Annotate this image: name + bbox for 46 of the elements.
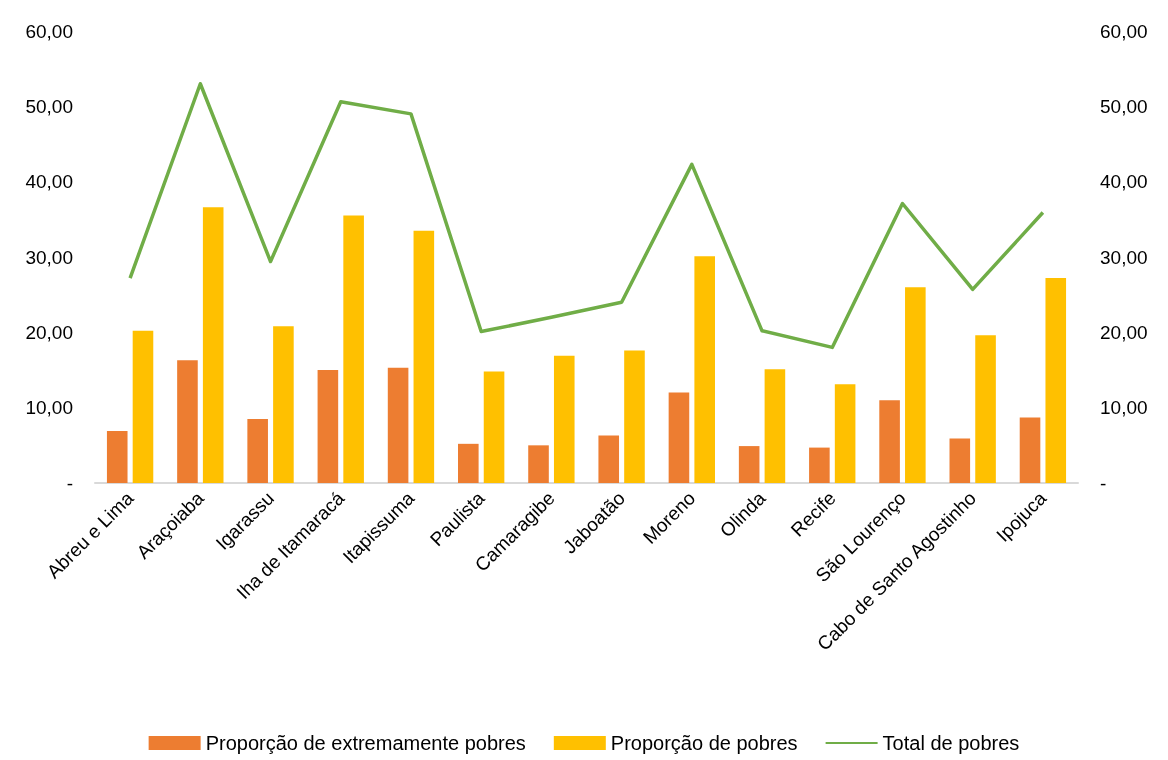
bar (247, 418, 268, 483)
bar (834, 384, 856, 483)
y-tick-label: 50,00 (25, 95, 73, 117)
bar (809, 447, 830, 483)
bar (905, 287, 926, 483)
y2-tick-label: 60,00 (1100, 20, 1148, 42)
y-tick-label: 60,00 (25, 20, 73, 42)
bar (764, 369, 786, 483)
bar (738, 446, 760, 483)
bar (949, 438, 971, 483)
bar (413, 230, 435, 483)
y-tick-label: 30,00 (25, 246, 73, 268)
bar (177, 360, 198, 483)
bar (553, 355, 575, 483)
bar (458, 443, 479, 483)
y2-tick-label: 10,00 (1100, 397, 1148, 419)
bar (317, 370, 339, 483)
y-tick-label: 40,00 (25, 171, 73, 193)
bar (694, 256, 715, 483)
bar (202, 207, 224, 483)
y2-tick-label: - (1100, 472, 1107, 494)
bar (1019, 417, 1041, 483)
bar (343, 215, 364, 483)
y2-tick-label: 20,00 (1100, 321, 1148, 343)
bar (598, 435, 620, 483)
bar (624, 350, 645, 483)
legend-label: Proporção de pobres (610, 732, 798, 754)
bar (879, 400, 900, 483)
bar (132, 330, 154, 483)
bar (106, 431, 128, 483)
bar (528, 445, 549, 483)
legend-label: Total de pobres (882, 732, 1020, 754)
bar (668, 392, 690, 483)
y-tick-label: 20,00 (25, 321, 73, 343)
y-tick-label: 10,00 (25, 397, 73, 419)
line-series (128, 81, 1045, 350)
bar (1045, 278, 1067, 483)
bar (387, 367, 409, 483)
legend-label: Proporção de extremamente pobres (205, 732, 526, 754)
bar (273, 326, 294, 483)
bar (483, 371, 505, 483)
y2-tick-label: 30,00 (1100, 246, 1148, 268)
y2-tick-label: 50,00 (1100, 95, 1148, 117)
y2-tick-label: 40,00 (1100, 171, 1148, 193)
bar (975, 335, 996, 483)
y-tick-label: - (66, 472, 73, 494)
